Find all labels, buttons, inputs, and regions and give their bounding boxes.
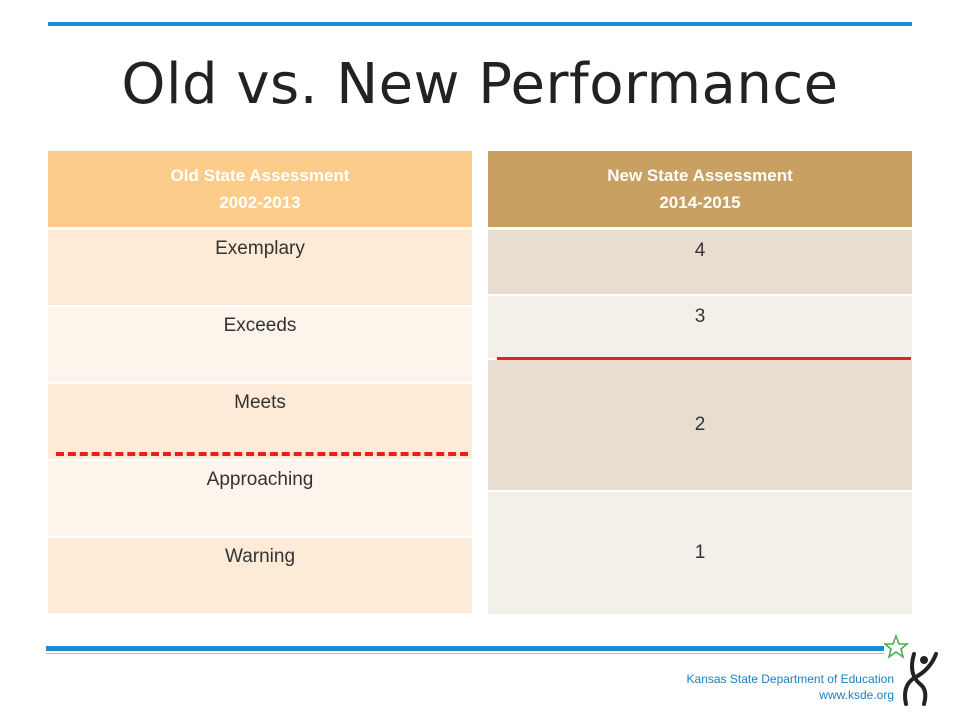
old-row-exceeds: Exceeds: [48, 307, 472, 384]
old-row-exemplary: Exemplary: [48, 230, 472, 307]
new-header-title: New State Assessment: [607, 166, 793, 185]
new-row-level-4: 4: [488, 230, 912, 296]
bottom-divider-thin: [46, 653, 884, 654]
old-header-title: Old State Assessment: [170, 166, 350, 185]
top-divider: [48, 22, 912, 26]
new-proficiency-cutoff-line: [497, 357, 911, 360]
old-row-approaching: Approaching: [48, 461, 472, 538]
slide-title: Old vs. New Performance: [121, 52, 839, 117]
footer: Kansas State Department of Education www…: [687, 671, 894, 703]
old-proficiency-cutoff-line: [56, 452, 468, 456]
new-assessment-table: New State Assessment 2014-2015 4 3 2 1: [488, 151, 912, 616]
old-row-meets: Meets: [48, 384, 472, 461]
new-header-years: 2014-2015: [659, 193, 741, 212]
old-assessment-header: Old State Assessment 2002-2013: [48, 151, 472, 230]
old-assessment-table: Old State Assessment 2002-2013 Exemplary…: [48, 151, 472, 615]
footer-org-name: Kansas State Department of Education: [686, 672, 894, 686]
old-row-warning: Warning: [48, 538, 472, 615]
new-row-level-3: 3: [488, 296, 912, 360]
old-header-years: 2002-2013: [219, 193, 301, 212]
footer-url[interactable]: www.ksde.org: [819, 688, 894, 702]
new-row-level-2: 2: [488, 360, 912, 492]
ksde-logo-icon: [884, 634, 938, 706]
bottom-divider: [46, 646, 884, 651]
new-row-level-1: 1: [488, 492, 912, 616]
new-assessment-header: New State Assessment 2014-2015: [488, 151, 912, 230]
